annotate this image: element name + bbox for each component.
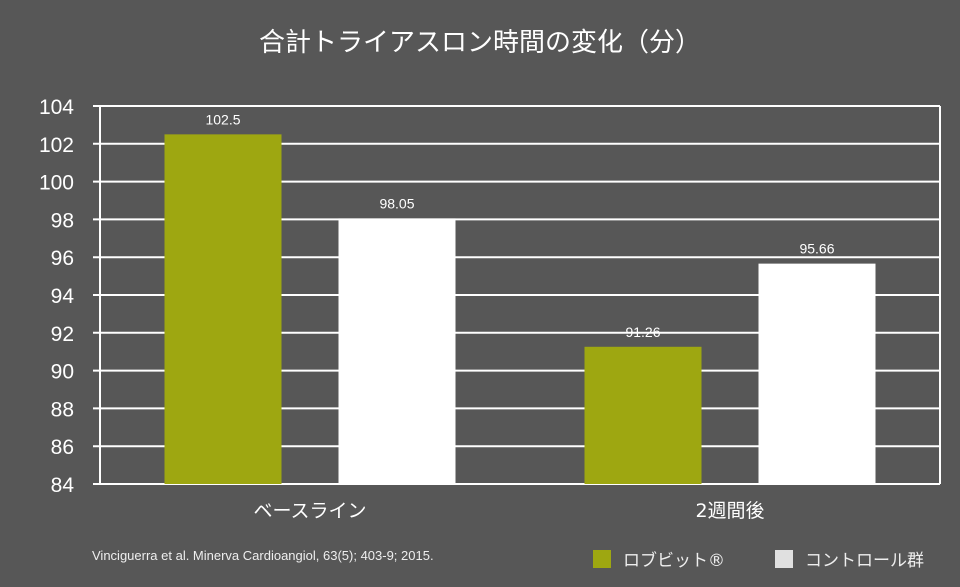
y-tick-label: 88: [51, 398, 74, 421]
y-tick-label: 98: [51, 209, 74, 232]
y-tick-label: 84: [51, 474, 75, 497]
legend-item-control: コントロール群: [775, 546, 924, 571]
y-tick-label: 100: [39, 172, 74, 195]
chart-title: 合計トライアスロン時間の変化（分）: [258, 28, 701, 58]
y-tick-label: 86: [51, 436, 74, 459]
y-tick-label: 102: [39, 134, 74, 157]
legend-label: コントロール群: [805, 551, 924, 571]
y-tick-label: 90: [51, 361, 74, 384]
bar-control: [338, 218, 456, 484]
bar-robvit: [164, 134, 282, 484]
data-label: 102.5: [205, 111, 240, 127]
bar-control: [758, 263, 876, 484]
legend-swatch-white: [775, 549, 793, 568]
y-tick-label: 94: [51, 285, 75, 308]
data-label: 95.66: [799, 241, 834, 257]
legend-item-robvit: ロブビット®: [593, 546, 725, 571]
x-tick-label: 2週間後: [695, 500, 764, 522]
data-label: 91.26: [625, 324, 660, 340]
legend-label: ロブビット®: [623, 551, 725, 571]
y-tick-label: 104: [39, 96, 74, 119]
data-label: 98.05: [379, 195, 414, 211]
y-tick-label: 92: [51, 323, 74, 346]
y-tick-label: 96: [51, 247, 74, 270]
legend-swatch-green: [593, 549, 611, 568]
bar-robvit: [584, 346, 702, 484]
source-citation: Vinciguerra et al. Minerva Cardioangiol,…: [92, 548, 434, 563]
x-tick-label: ベースライン: [253, 500, 366, 522]
